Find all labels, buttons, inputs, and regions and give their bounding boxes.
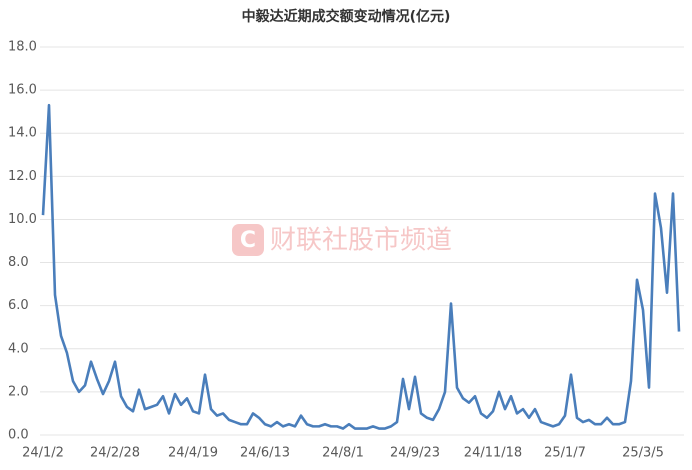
chart-title: 中毅达近期成交额变动情况(亿元) — [242, 8, 451, 25]
y-tick-label: 16.0 — [8, 83, 37, 98]
y-tick-label: 8.0 — [8, 255, 29, 270]
x-tick-label: 24/8/1 — [322, 446, 364, 461]
watermark: 财联社股市频道 — [270, 226, 452, 256]
y-tick-label: 6.0 — [8, 298, 29, 313]
y-tick-label: 0.0 — [8, 428, 29, 443]
x-tick-label: 24/9/23 — [390, 446, 440, 461]
x-tick-label: 24/1/2 — [22, 446, 64, 461]
watermark-group: C 财联社股市频道 — [232, 224, 452, 256]
y-tick-label: 12.0 — [8, 169, 37, 184]
watermark-icon — [232, 224, 264, 256]
y-tick-label: 2.0 — [8, 384, 29, 399]
x-tick-label: 24/4/19 — [168, 446, 218, 461]
data-line — [41, 103, 681, 430]
x-tick-label: 25/3/5 — [622, 446, 664, 461]
x-tick-label: 24/2/28 — [90, 446, 140, 461]
x-tick-label: 24/6/13 — [240, 446, 290, 461]
y-tick-label: 10.0 — [8, 212, 37, 227]
y-tick-label: 14.0 — [8, 126, 37, 141]
watermark-icon-letter: C — [240, 228, 256, 253]
y-tick-label: 4.0 — [8, 341, 29, 356]
y-tick-label: 18.0 — [8, 40, 37, 55]
x-tick-label: 25/1/7 — [544, 446, 586, 461]
x-tick-label: 24/11/18 — [464, 446, 522, 461]
